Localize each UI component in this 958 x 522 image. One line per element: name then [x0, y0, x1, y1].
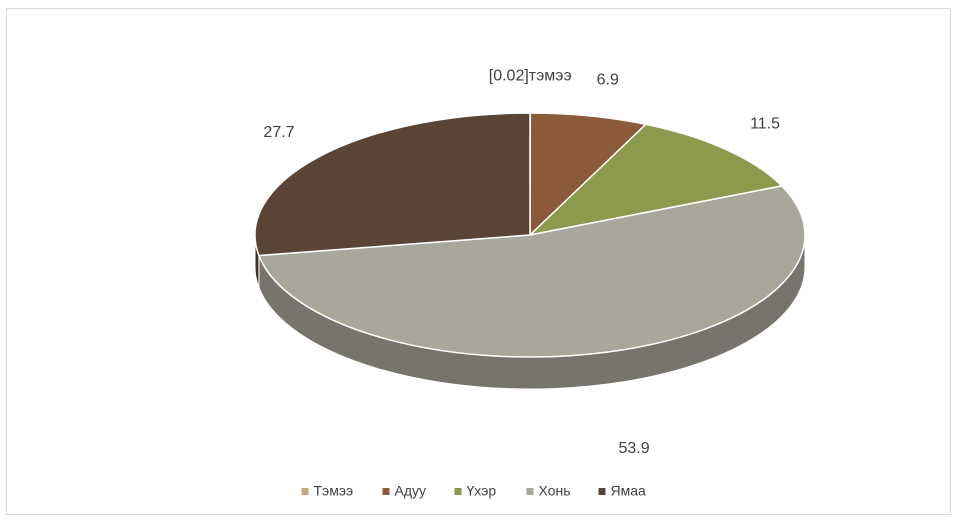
legend-swatch	[598, 488, 606, 495]
legend-label: Үхэр	[467, 483, 497, 499]
legend-label: Хонь	[539, 483, 571, 499]
legend-swatch	[382, 488, 390, 495]
data-label: 6.9	[597, 71, 619, 88]
data-label: 53.9	[619, 440, 650, 457]
data-label: 11.5	[750, 115, 780, 132]
legend-label: Ямаа	[611, 483, 647, 499]
slice	[527, 123, 784, 237]
legend-swatch	[454, 488, 462, 495]
legend-swatch	[526, 488, 534, 495]
slice	[257, 185, 806, 358]
legend-label: Адуу	[395, 483, 427, 499]
slice	[529, 112, 648, 237]
legend-swatch	[301, 488, 309, 495]
data-label: 27.7	[263, 124, 294, 141]
data-label: [0.02]тэмээ	[489, 68, 572, 85]
slice	[254, 112, 531, 257]
legend-label: Тэмээ	[314, 483, 354, 499]
